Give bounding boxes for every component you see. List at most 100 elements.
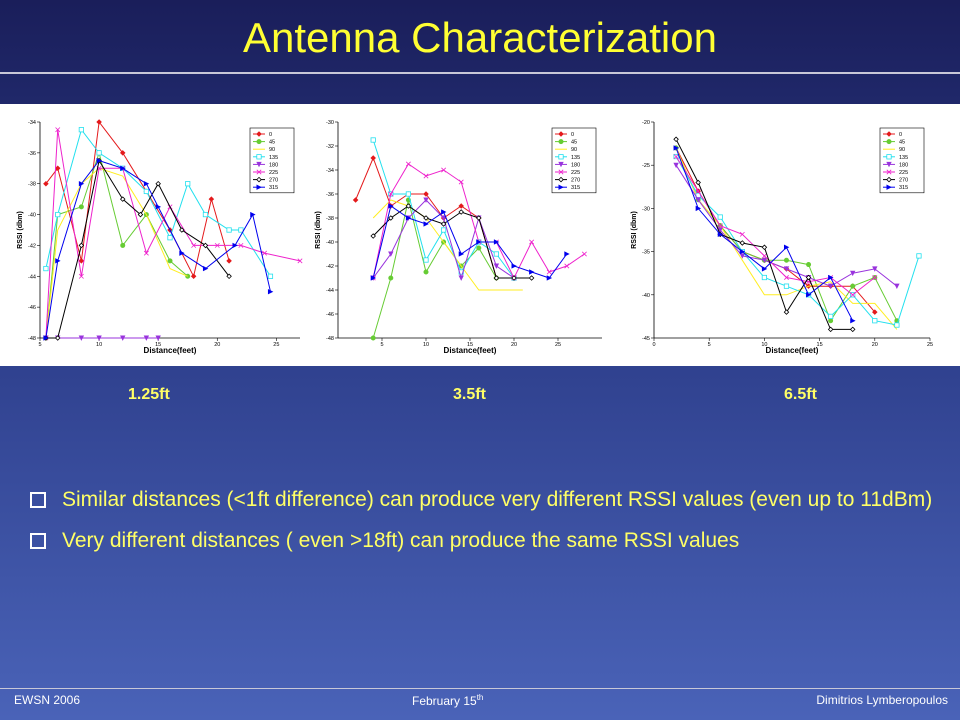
data-point [232,242,238,249]
data-point [458,275,464,281]
bullet-text: Very different distances ( even >18ft) c… [62,529,740,552]
data-point [405,203,412,209]
data-point [256,184,262,190]
series-270 [673,136,856,333]
data-point [493,251,499,257]
data-point [423,215,429,221]
data-point [783,257,789,263]
y-tick-label: -38 [326,216,334,222]
x-tick-label: 25 [273,342,279,348]
data-point [202,211,209,218]
data-point [850,283,856,289]
data-point [191,242,197,248]
data-point [739,240,746,246]
series-line [675,147,876,313]
data-point [256,176,262,183]
y-tick-label: -48 [326,336,334,342]
data-point [179,227,185,233]
data-point [55,258,61,264]
data-point [783,283,790,289]
data-point [96,119,102,125]
data-point [352,197,359,203]
bullet-list: Similar distances (<1ft difference) can … [30,486,950,568]
data-point [850,318,856,324]
data-point [511,275,517,281]
data-point [695,179,701,186]
data-point [717,227,723,233]
y-tick-label: -35 [642,250,650,256]
y-tick-label: -44 [28,274,36,280]
series-line [372,199,523,291]
data-point [458,203,464,209]
data-point [388,251,394,257]
x-tick-label: 15 [155,342,161,348]
data-point [558,154,564,160]
data-point [55,211,61,218]
legend-label: 225 [899,170,908,176]
y-tick-label: -20 [642,120,650,126]
legend-label: 135 [269,155,278,161]
data-point [423,269,429,275]
legend-box [249,127,295,194]
legend-label: 180 [269,162,278,168]
y-axis-label: RSSI (dbm) [315,211,322,249]
data-point [120,335,126,341]
footer-divider [0,688,960,689]
data-point [179,250,185,256]
data-point [167,258,173,264]
data-point [226,258,232,264]
data-point [827,326,834,333]
data-point [370,275,377,281]
data-point [119,196,126,202]
data-point [558,139,564,145]
series-0 [43,119,232,280]
series-315 [43,157,274,341]
x-tick-label: 10 [423,342,429,348]
y-tick-label: -34 [28,120,36,126]
data-point [155,180,161,187]
legend-label: 225 [269,170,278,176]
data-point [440,227,447,233]
data-point [256,169,262,175]
y-axis-label: RSSI (dbm) [17,211,24,249]
y-tick-label: -40 [642,293,650,299]
data-point [370,137,376,143]
data-point [493,239,500,245]
y-tick-label: -36 [28,151,36,157]
x-tick-label: 0 [652,342,655,348]
data-point [388,203,394,209]
series-line [675,156,876,296]
series-225 [673,154,878,298]
data-point [673,162,679,169]
title-divider [0,72,960,74]
data-point [423,257,429,263]
data-point [717,231,724,238]
data-point [405,161,411,167]
series-180 [673,162,900,290]
data-point [673,136,679,143]
data-point [155,335,161,341]
data-point [828,318,834,324]
data-point [54,335,61,341]
data-point [78,335,85,341]
data-point [739,248,746,255]
data-point [214,242,220,248]
data-point [43,180,49,187]
legend-label: 90 [269,147,275,153]
data-point [143,181,150,187]
legend-label: 270 [269,178,278,184]
legend-label: 180 [571,162,580,168]
legend-label: 225 [571,170,580,176]
data-point [78,127,84,133]
legend-label: 90 [571,147,577,153]
chart-3: -45 -40 -35 -30 -25 -20 0 5 10 15 20 25 Distance(fee… [631,120,933,355]
data-point [43,265,49,272]
data-point [370,155,376,161]
series-180 [43,335,161,341]
data-point [238,227,244,233]
x-tick-label: 20 [511,342,517,348]
legend-label: 135 [571,155,580,161]
data-point [96,335,102,341]
y-tick-label: -40 [326,240,334,246]
data-point [405,215,412,221]
